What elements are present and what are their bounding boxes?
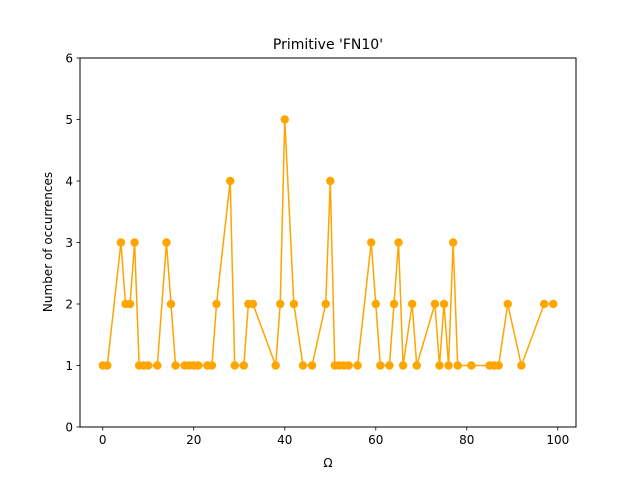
- data-point: [307, 361, 317, 370]
- x-tick-label: 40: [277, 433, 292, 447]
- data-point: [171, 361, 180, 370]
- data-point: [125, 299, 135, 309]
- data-point: [130, 238, 139, 247]
- y-tick-label: 4: [65, 175, 73, 189]
- data-point: [276, 299, 285, 309]
- data-point: [116, 238, 126, 247]
- x-tick-label: 100: [546, 433, 569, 447]
- x-tick-label: 20: [186, 433, 201, 447]
- data-point: [398, 361, 408, 370]
- data-point: [326, 176, 335, 186]
- data-point: [166, 299, 176, 309]
- data-point: [394, 238, 403, 247]
- data-point: [430, 299, 440, 309]
- data-point: [467, 361, 476, 370]
- data-point: [435, 361, 444, 370]
- data-point: [194, 361, 203, 370]
- data-point: [517, 361, 526, 370]
- data-point: [271, 361, 280, 370]
- y-tick-label: 0: [65, 421, 73, 435]
- data-point: [230, 361, 239, 370]
- plot-area: [98, 115, 558, 370]
- data-point: [376, 361, 385, 370]
- y-axis: 0 1 2 3 4 5 6: [65, 52, 80, 435]
- data-point: [367, 238, 376, 247]
- y-axis-label: Number of occurrences: [41, 172, 55, 312]
- y-tick-label: 1: [65, 359, 73, 373]
- data-point: [162, 238, 171, 247]
- data-point: [207, 361, 217, 370]
- y-tick-label: 6: [65, 52, 73, 66]
- data-point: [448, 238, 458, 247]
- chart-title: Primitive 'FN10': [273, 37, 383, 53]
- data-point: [371, 299, 380, 309]
- data-point: [407, 299, 417, 309]
- data-point: [385, 361, 394, 370]
- data-point: [280, 115, 289, 124]
- data-point: [321, 299, 330, 309]
- data-point: [344, 361, 353, 370]
- data-point: [439, 299, 449, 309]
- data-point: [153, 361, 162, 370]
- data-point: [225, 176, 235, 186]
- data-point: [494, 361, 503, 370]
- x-tick-label: 60: [368, 433, 383, 447]
- y-tick-label: 2: [65, 298, 73, 312]
- data-point: [239, 361, 249, 370]
- x-tick-label: 0: [99, 433, 107, 447]
- data-point: [212, 299, 221, 309]
- data-point: [503, 299, 512, 309]
- data-point: [389, 299, 399, 309]
- data-point: [103, 361, 112, 370]
- data-point: [444, 361, 453, 370]
- data-point: [453, 361, 462, 370]
- data-point: [353, 361, 362, 370]
- data-point: [248, 299, 258, 309]
- x-axis-label: Ω: [323, 456, 332, 470]
- x-tick-label: 80: [459, 433, 474, 447]
- data-point: [144, 361, 153, 370]
- data-point: [539, 299, 549, 309]
- y-tick-label: 3: [65, 236, 73, 250]
- y-tick-label: 5: [65, 113, 73, 127]
- x-axis: 0 20 40 60 80 100: [99, 427, 569, 447]
- data-point: [549, 299, 558, 309]
- data-point: [289, 299, 299, 309]
- data-point: [298, 361, 308, 370]
- data-point: [412, 361, 421, 370]
